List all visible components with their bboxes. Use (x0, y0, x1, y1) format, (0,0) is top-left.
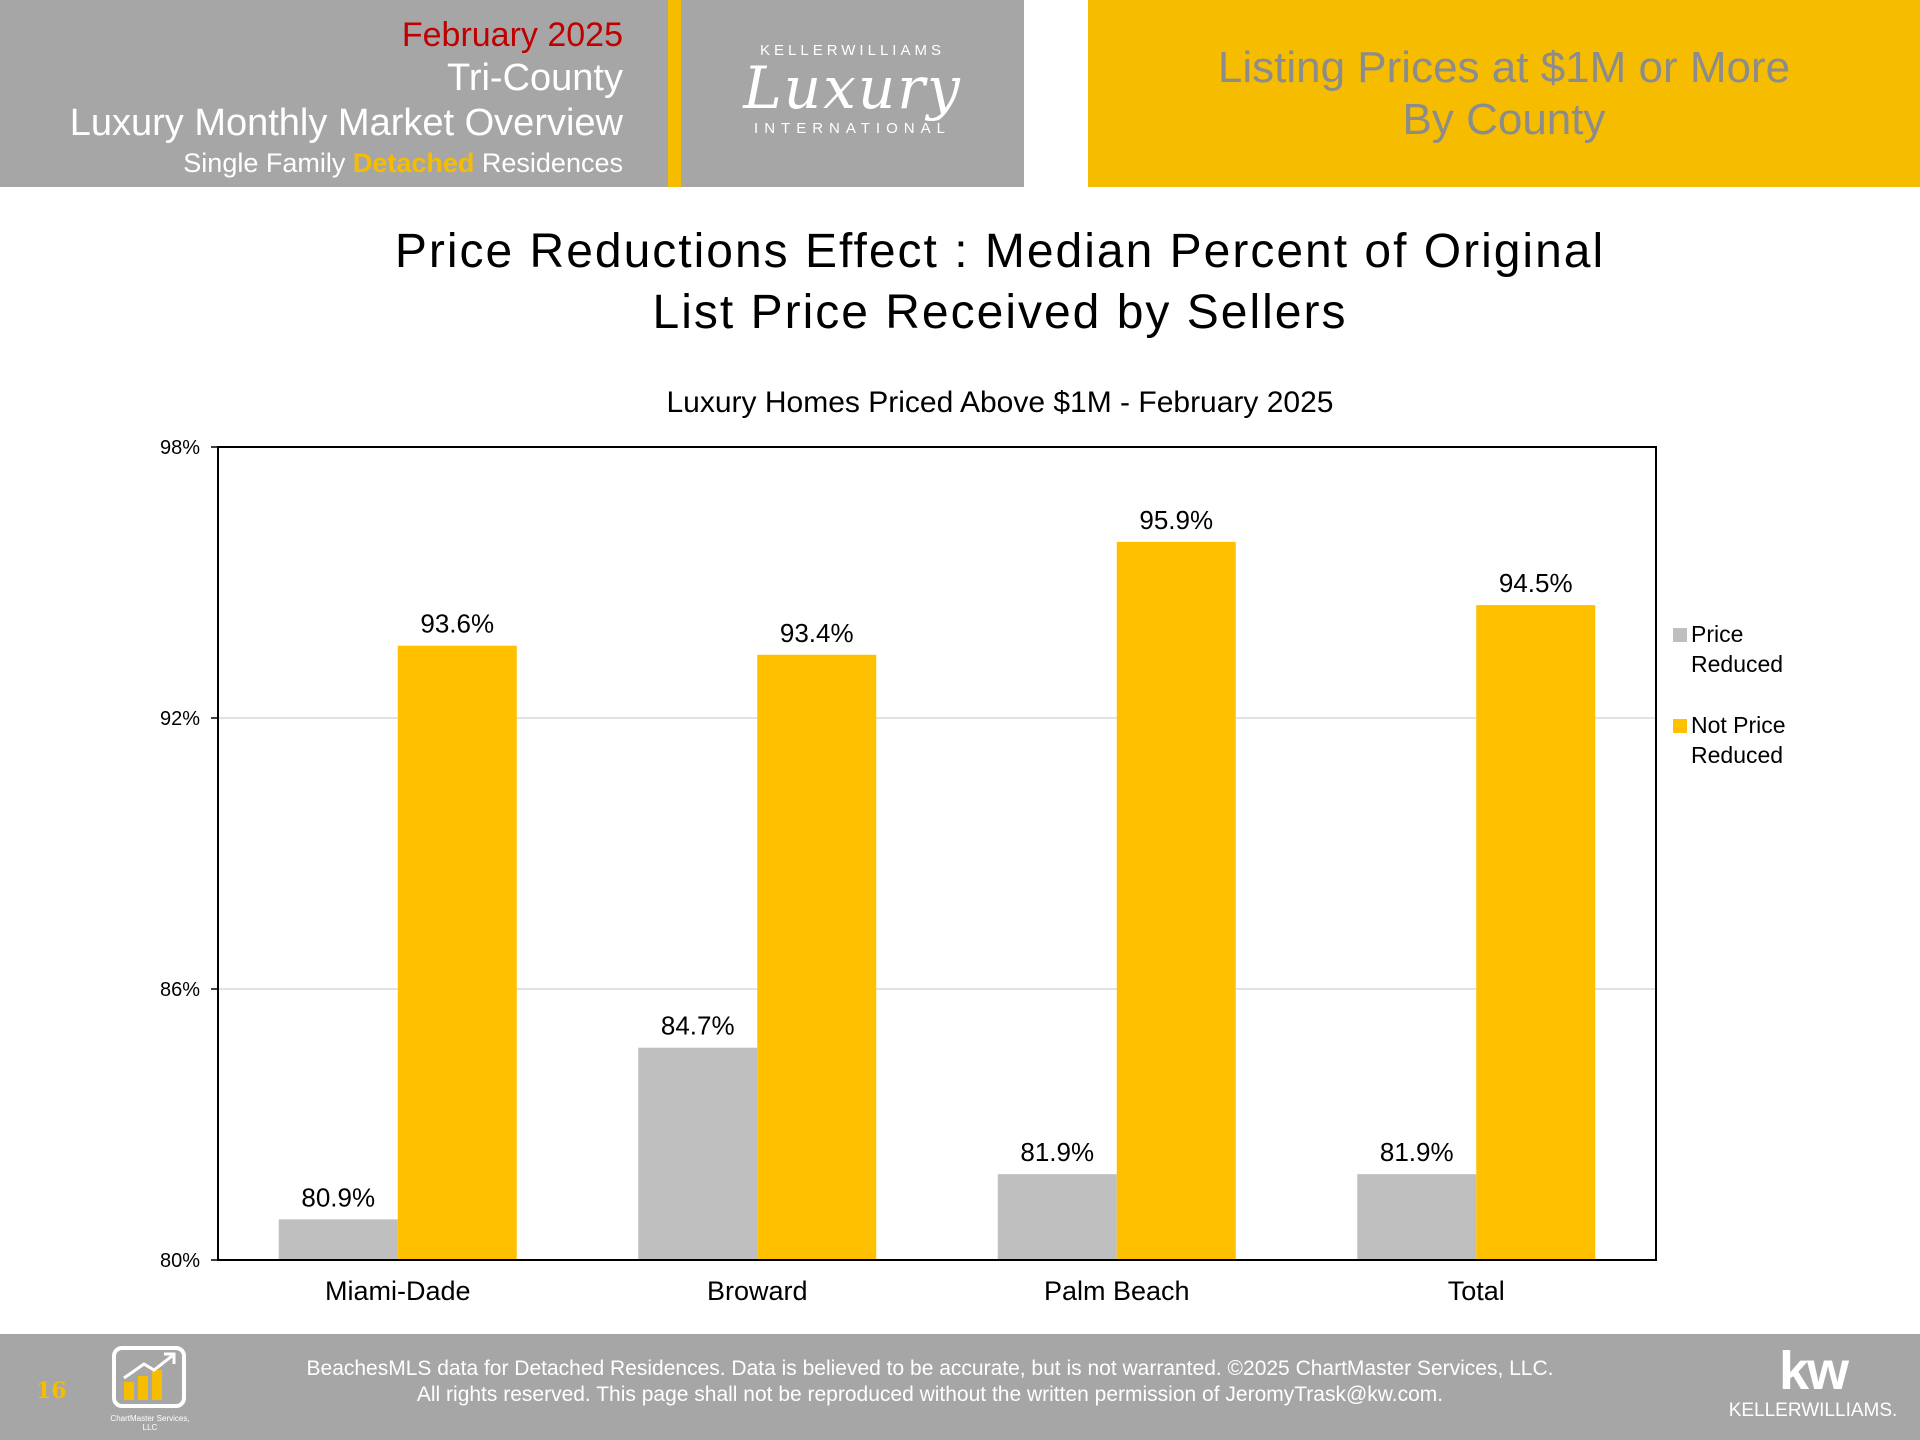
footer-disclaimer: BeachesMLS data for Detached Residences.… (230, 1356, 1630, 1408)
page-number: 16 (36, 1378, 67, 1404)
legend-swatch (1673, 719, 1687, 733)
data-label: 81.9% (1380, 1137, 1454, 1167)
data-label: 93.6% (420, 609, 494, 639)
residence-prefix: Single Family (183, 148, 353, 178)
bar (397, 645, 517, 1260)
x-category-label: Miami-Dade (325, 1276, 471, 1306)
y-tick-label: 98% (160, 437, 200, 459)
residence-type: Single Family Detached Residences (70, 146, 623, 180)
data-label: 93.4% (780, 618, 854, 648)
bar (1357, 1174, 1477, 1260)
chart-subtitle: Luxury Homes Priced Above $1M - February… (667, 386, 1334, 419)
chartmaster-label: ChartMaster Services, LLC (110, 1414, 190, 1432)
kw-logo: kw KELLERWILLIAMS. (1728, 1342, 1898, 1434)
logo-bottom-text: INTERNATIONAL (754, 120, 951, 137)
x-category-label: Total (1448, 1276, 1505, 1306)
header-title-block: February 2025 Tri-County Luxury Monthly … (0, 0, 668, 187)
report-date: February 2025 (401, 16, 623, 54)
residence-accent: Detached (352, 148, 475, 178)
y-tick-label: 92% (160, 708, 200, 730)
bar (638, 1047, 758, 1260)
bar (1116, 541, 1236, 1260)
footer-line2: All rights reserved. This page shall not… (416, 1383, 1444, 1406)
chartmaster-logo-icon (112, 1346, 186, 1408)
chart-title-line: List Price Received by Sellers (653, 286, 1348, 339)
x-category-label: Palm Beach (1044, 1276, 1190, 1306)
header-divider (668, 0, 681, 187)
legend-label: Reduced (1691, 651, 1783, 677)
bar (1476, 605, 1596, 1260)
data-label: 94.5% (1499, 568, 1573, 598)
footer: 16 ChartMaster Services, LLC BeachesMLS … (0, 1334, 1920, 1440)
legend-label: Price (1691, 621, 1743, 647)
section-title-block: Listing Prices at $1M or More By County (1088, 0, 1920, 187)
bar (757, 654, 877, 1260)
data-label: 81.9% (1020, 1137, 1094, 1167)
residence-suffix: Residences (474, 148, 623, 178)
x-category-label: Broward (707, 1276, 808, 1306)
bar (278, 1219, 398, 1260)
report-region: Tri-County (447, 57, 623, 99)
kw-logo-text: KELLERWILLIAMS. (1728, 1400, 1898, 1421)
kw-logo-mark: kw (1778, 1341, 1849, 1401)
chart-title-line: Price Reductions Effect : Median Percent… (395, 225, 1605, 278)
data-label: 95.9% (1139, 505, 1213, 535)
bar-chart: Price Reductions Effect : Median Percent… (160, 225, 1786, 1306)
section-title-line1: Listing Prices at $1M or More (1217, 42, 1791, 92)
logo-script-text: Luxury (743, 54, 962, 122)
bar (997, 1174, 1117, 1260)
data-label: 80.9% (301, 1182, 375, 1212)
y-tick-label: 86% (160, 979, 200, 1001)
legend-label: Reduced (1691, 742, 1783, 768)
plot-area-border (217, 446, 1657, 1261)
logo-top-text: KELLERWILLIAMS (760, 42, 945, 59)
data-label: 84.7% (661, 1011, 735, 1041)
legend-label: Not Price (1691, 712, 1786, 738)
legend-swatch (1673, 628, 1687, 642)
y-tick-label: 80% (160, 1250, 200, 1272)
kw-luxury-logo: KELLERWILLIAMS Luxury INTERNATIONAL (681, 0, 1024, 187)
section-title-line2: By County (1402, 94, 1606, 144)
footer-line1: BeachesMLS data for Detached Residences.… (306, 1357, 1554, 1380)
report-title: Luxury Monthly Market Overview (69, 102, 623, 144)
